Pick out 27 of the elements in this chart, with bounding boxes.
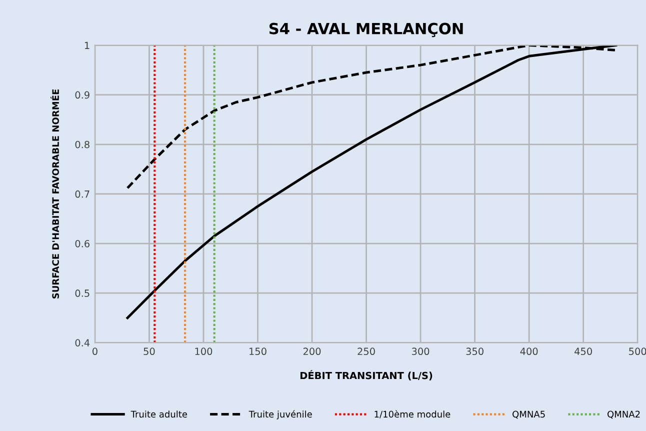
legend-label: 1/10ème module [374,410,450,418]
y-tick-label: 0.5 [75,290,90,297]
y-tick-label: 0.4 [75,339,90,346]
x-tick-label: 350 [466,348,484,356]
x-tick-label: 500 [629,348,646,356]
y-tick-label: 0.6 [75,240,90,248]
y-tick-label: 0.9 [75,91,90,99]
y-tick-label: 0.7 [75,190,90,198]
x-tick-label: 50 [144,348,155,356]
y-tick-label: 1 [84,42,90,49]
legend-label: Truite adulte [130,410,188,418]
x-tick-label: 100 [195,348,212,356]
legend-label: Truite juvénile [248,410,312,420]
legend-label: QMNA2 [608,410,640,419]
chart-title: S4 - AVAL MERLANÇON [269,22,463,38]
x-tick-label: 150 [250,348,266,356]
x-tick-label: 200 [303,348,321,356]
x-tick-label: 300 [412,348,430,356]
x-axis-title: DÉBIT TRANSITANT (L/S) [300,370,432,380]
line-series [126,45,618,320]
y-tick-label: 0.8 [75,140,90,148]
legend-label: QMNA5 [512,410,545,419]
x-tick-label: 250 [358,348,375,356]
x-tick-label: 0 [92,348,98,356]
x-tick-label: 400 [520,348,538,356]
y-axis-title: SURFACE D'HABITAT FAVORABLE NORMÉE [50,89,59,298]
x-tick-label: 450 [574,348,592,356]
